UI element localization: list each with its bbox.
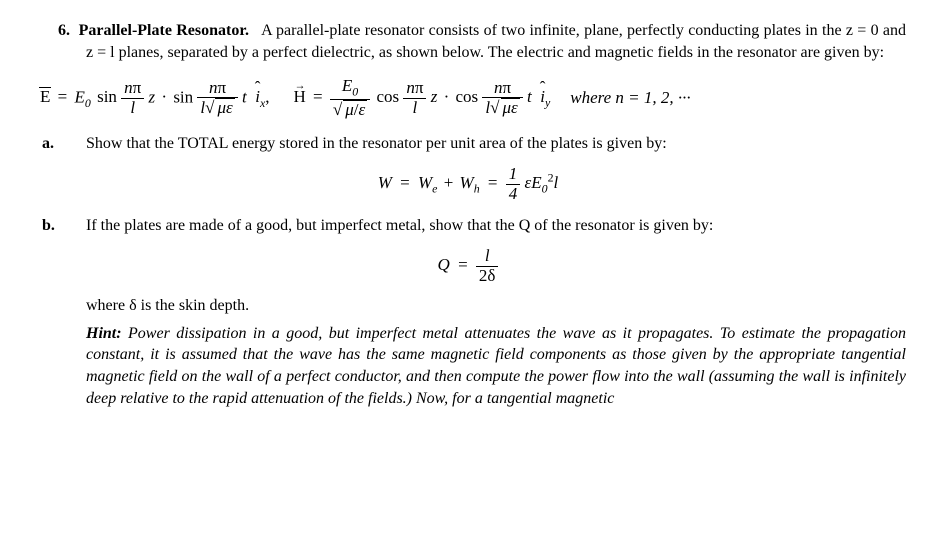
part-b-label: b. <box>64 215 86 237</box>
part-a-label: a. <box>64 133 86 155</box>
hint-label: Hint: <box>86 325 122 342</box>
problem-number: 6. <box>58 22 70 39</box>
skin-depth-line: where δ is the skin depth. <box>86 295 906 317</box>
where-clause: where n = 1, 2, ··· <box>570 87 690 110</box>
part-b: b.If the plates are made of a good, but … <box>86 215 906 237</box>
part-a-text: Show that the TOTAL energy stored in the… <box>86 135 667 152</box>
energy-equation: W = We + Wh = 14 εE02l <box>30 165 906 203</box>
part-a: a.Show that the TOTAL energy stored in t… <box>86 133 906 155</box>
problem-header: 6. Parallel-Plate Resonator. A parallel-… <box>86 20 906 63</box>
field-equations: E = E0 sin nπl z · sin nπl√με t ix, H = … <box>40 77 906 119</box>
problem-title: Parallel-Plate Resonator. <box>79 22 249 39</box>
q-equation: Q = l2δ <box>30 247 906 285</box>
hint-block: Hint: Power dissipation in a good, but i… <box>86 323 906 409</box>
hint-body: Power dissipation in a good, but imperfe… <box>86 325 906 407</box>
part-b-text: If the plates are made of a good, but im… <box>86 217 713 234</box>
